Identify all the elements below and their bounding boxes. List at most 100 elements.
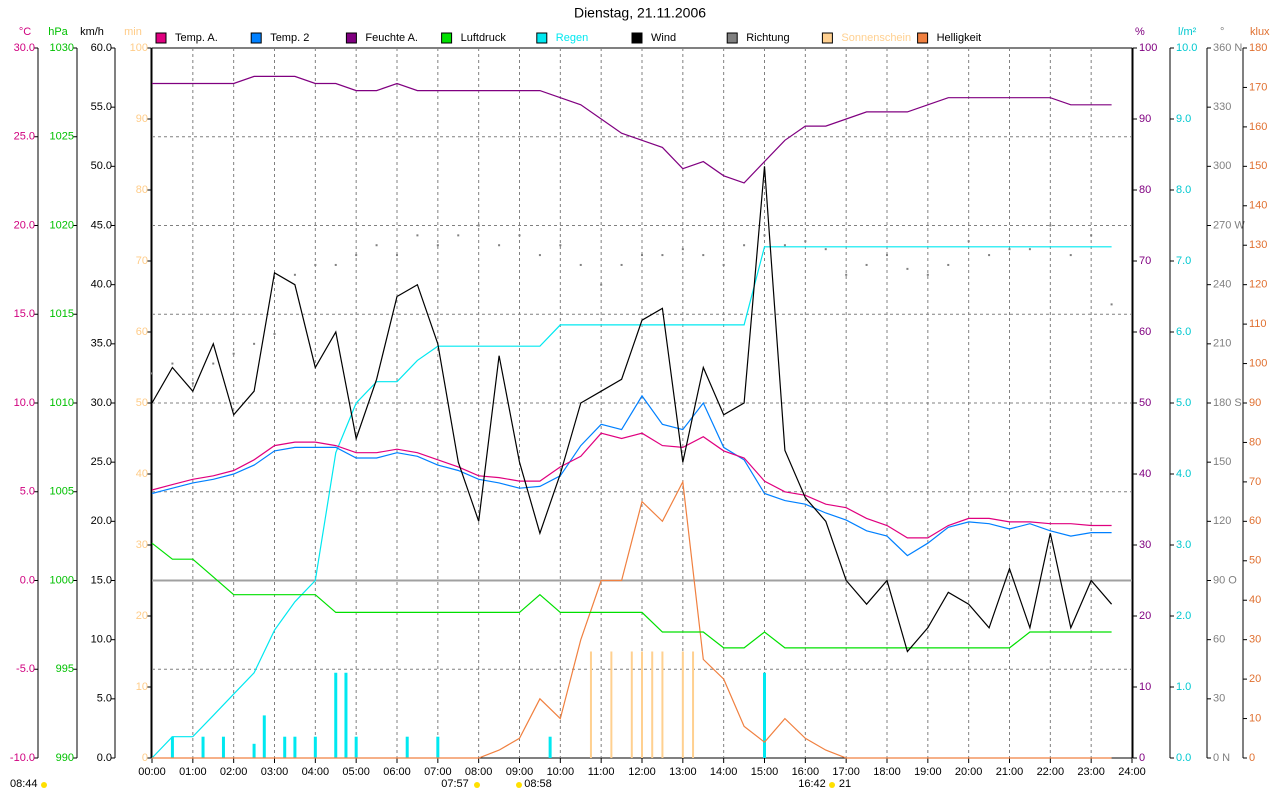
y-tick-label: 240	[1213, 279, 1231, 291]
y-tick-label: 90 O	[1213, 574, 1237, 586]
y-tick-label: 7.0	[1176, 255, 1191, 267]
y-tick-label: 40	[136, 468, 148, 480]
y-tick-label: 20	[1139, 610, 1151, 622]
direction-dot	[906, 267, 909, 270]
y-tick-label: 160	[1249, 121, 1267, 133]
x-tick-label: 15:00	[751, 766, 779, 778]
y-tick-label: 995	[56, 663, 74, 675]
y-tick-label: 100	[130, 42, 148, 54]
y-tick-label: 5.0	[1176, 397, 1191, 409]
axis-label: °	[1220, 26, 1224, 38]
sun-annotation: 07:57	[441, 778, 469, 790]
y-tick-label: 30	[1139, 539, 1151, 551]
x-tick-label: 06:00	[383, 766, 411, 778]
y-tick-label: 0.0	[97, 752, 112, 764]
direction-dot	[355, 254, 358, 257]
axis-label: °C	[19, 26, 31, 38]
y-tick-label: 1010	[50, 397, 74, 409]
y-tick-label: 0.0	[20, 574, 35, 586]
y-tick-label: 20.0	[91, 515, 112, 527]
direction-dot	[681, 248, 684, 251]
y-tick-label: 80	[1249, 436, 1261, 448]
y-tick-label: 100	[1249, 357, 1267, 369]
direction-dot	[702, 254, 705, 257]
y-tick-label: 70	[136, 255, 148, 267]
y-tick-label: 1.0	[1176, 681, 1191, 693]
y-tick-label: 120	[1213, 515, 1231, 527]
direction-dot	[763, 234, 766, 237]
sun-annotation: 21	[839, 778, 851, 790]
legend-label: Regen	[556, 32, 588, 44]
direction-dot	[988, 254, 991, 257]
y-tick-label: 180 S	[1213, 397, 1242, 409]
y-tick-label: 30	[1249, 634, 1261, 646]
y-tick-label: 30.0	[14, 42, 35, 54]
y-tick-label: 25.0	[14, 131, 35, 143]
y-tick-label: 5.0	[97, 693, 112, 705]
y-tick-label: 80	[136, 184, 148, 196]
sun-marker	[829, 782, 835, 788]
y-tick-label: 70	[1139, 255, 1151, 267]
y-tick-label: 1025	[50, 131, 74, 143]
direction-dot	[1008, 248, 1011, 251]
direction-dot	[926, 273, 929, 276]
sun-annotation: 16:42	[798, 778, 826, 790]
y-tick-label: 2.0	[1176, 610, 1191, 622]
y-tick-label: 1020	[50, 219, 74, 231]
y-tick-label: 210	[1213, 338, 1231, 350]
legend-swatch	[536, 32, 548, 44]
direction-dot	[886, 254, 888, 257]
direction-dot	[641, 254, 643, 257]
direction-dot	[477, 224, 480, 227]
y-tick-label: 40.0	[91, 279, 112, 291]
y-tick-label: 70	[1249, 476, 1261, 488]
legend-label: Richtung	[746, 32, 789, 44]
legend-swatch	[631, 32, 643, 44]
series-line	[151, 394, 1112, 557]
direction-dot	[845, 273, 848, 276]
legend-swatch	[917, 32, 929, 44]
series-line	[151, 166, 1113, 653]
y-tick-label: 50	[1249, 555, 1261, 567]
direction-dot	[743, 244, 746, 247]
legend-swatch	[155, 32, 167, 44]
direction-dot	[620, 263, 623, 266]
y-tick-label: 20.0	[14, 219, 35, 231]
y-tick-label: 9.0	[1176, 113, 1191, 125]
y-tick-label: 180	[1249, 42, 1267, 54]
direction-dot	[1110, 303, 1113, 306]
direction-dot	[232, 352, 235, 355]
direction-dot	[783, 244, 786, 247]
x-tick-label: 10:00	[547, 766, 575, 778]
y-tick-label: 60.0	[91, 42, 112, 54]
x-tick-label: 17:00	[832, 766, 860, 778]
series-line	[151, 432, 1112, 539]
y-tick-label: 20	[1249, 673, 1261, 685]
legend-swatch	[250, 32, 262, 44]
x-tick-label: 04:00	[302, 766, 330, 778]
legend-label: Helligkeit	[937, 32, 982, 44]
direction-dot	[375, 244, 378, 247]
y-tick-label: 130	[1249, 239, 1267, 251]
direction-dot	[212, 362, 215, 365]
y-tick-label: 15.0	[14, 308, 35, 320]
x-tick-label: 13:00	[669, 766, 697, 778]
direction-dot	[1049, 224, 1052, 227]
y-tick-label: 110	[1249, 318, 1267, 330]
y-tick-label: -5.0	[16, 663, 35, 675]
y-tick-label: 30	[1213, 693, 1225, 705]
legend-label: Sonnenschein	[841, 32, 911, 44]
y-tick-label: 10.0	[1176, 42, 1197, 54]
x-tick-label: 19:00	[914, 766, 942, 778]
y-tick-label: 45.0	[91, 219, 112, 231]
y-tick-label: 0.0	[1176, 752, 1191, 764]
direction-dot	[600, 283, 603, 286]
y-tick-label: 170	[1249, 81, 1267, 93]
x-tick-label: 05:00	[342, 766, 370, 778]
y-tick-label: 20	[136, 610, 148, 622]
direction-dot	[865, 263, 868, 266]
direction-dot	[436, 244, 439, 247]
axis-label: km/h	[80, 26, 104, 38]
direction-dot	[538, 254, 541, 257]
y-tick-label: 60	[1249, 515, 1261, 527]
